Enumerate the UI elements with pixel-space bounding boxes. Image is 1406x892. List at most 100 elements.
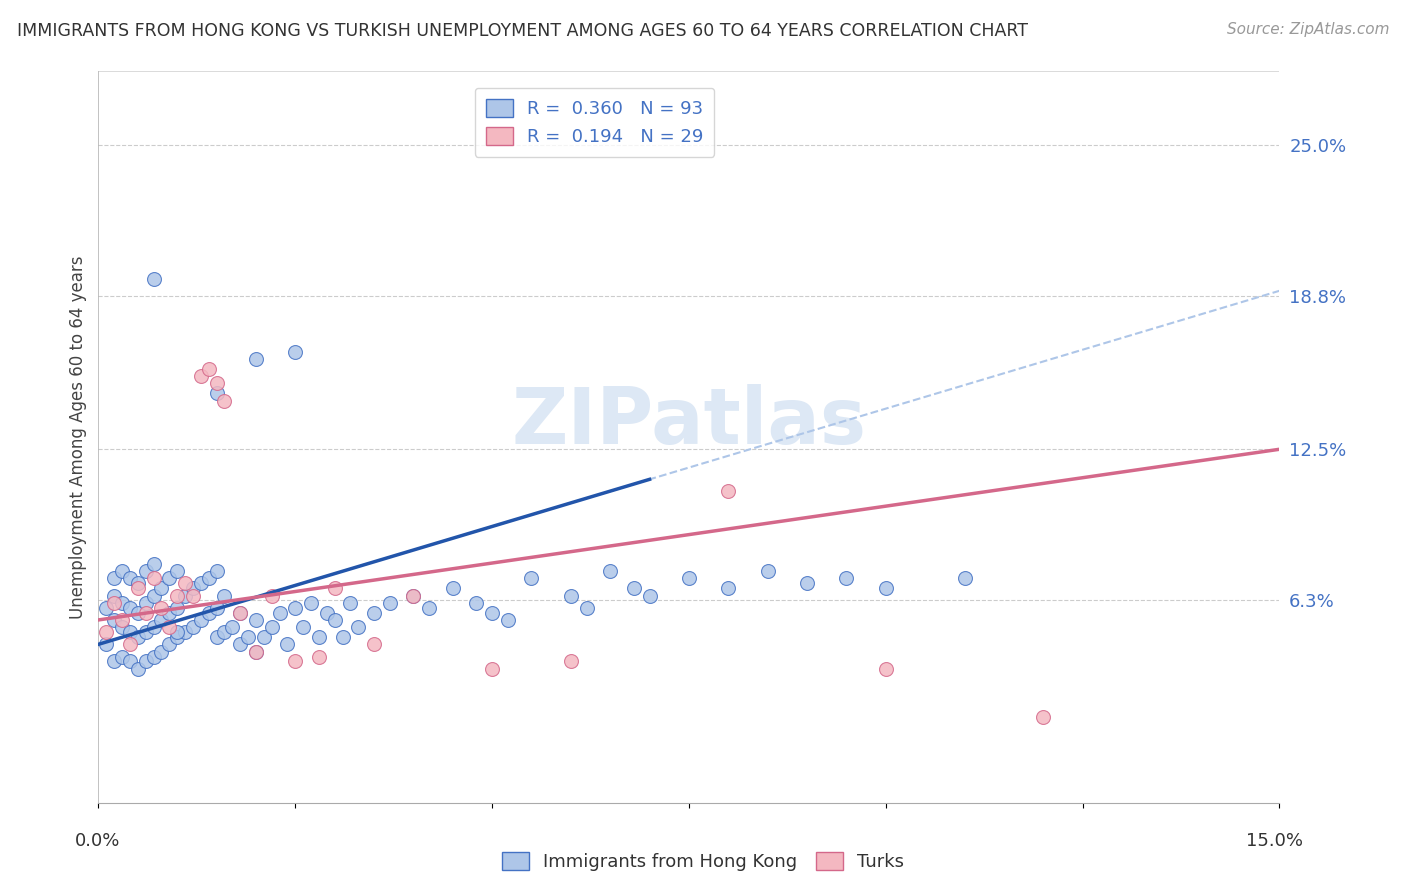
Point [157,606,180,620]
Point [269,606,291,620]
Point [260,589,283,603]
Point [402,589,425,603]
Point [214,589,236,603]
Point [142,589,165,603]
Point [181,581,204,595]
Point [245,645,267,659]
Point [127,630,149,644]
Point [205,630,228,644]
Y-axis label: Unemployment Among Ages 60 to 64 years: Unemployment Among Ages 60 to 64 years [69,255,87,619]
Text: IMMIGRANTS FROM HONG KONG VS TURKISH UNEMPLOYMENT AMONG AGES 60 TO 64 YEARS CORR: IMMIGRANTS FROM HONG KONG VS TURKISH UNE… [17,22,1028,40]
Point [575,600,598,615]
Text: Source: ZipAtlas.com: Source: ZipAtlas.com [1226,22,1389,37]
Point [135,625,157,640]
Point [205,376,228,391]
Point [197,361,219,376]
Point [127,581,149,595]
Point [197,572,219,586]
Point [245,352,267,367]
Point [142,557,165,571]
Point [111,564,134,578]
Point [157,620,180,634]
Point [174,625,197,640]
Point [441,581,464,595]
Point [378,596,401,610]
Point [236,630,259,644]
Point [315,606,337,620]
Point [953,572,976,586]
Point [150,600,173,615]
Point [245,613,267,627]
Point [150,581,173,595]
Point [284,654,307,668]
Point [481,662,503,676]
Point [481,606,503,620]
Point [332,630,354,644]
Point [260,620,283,634]
Point [205,386,228,401]
Text: 15.0%: 15.0% [1246,832,1303,850]
Point [118,637,141,651]
Point [197,606,219,620]
Point [276,637,298,651]
Point [190,576,212,591]
Point [599,564,621,578]
Point [835,572,858,586]
Point [118,654,141,668]
Point [103,613,125,627]
Point [135,564,157,578]
Point [205,600,228,615]
Point [347,620,370,634]
Text: ZIPatlas: ZIPatlas [512,384,866,460]
Point [623,581,645,595]
Point [142,649,165,664]
Point [166,625,188,640]
Point [717,581,740,595]
Point [205,564,228,578]
Point [96,637,118,651]
Point [284,600,307,615]
Point [496,613,519,627]
Point [142,271,165,285]
Point [299,596,322,610]
Point [135,606,157,620]
Point [520,572,543,586]
Point [103,589,125,603]
Point [190,369,212,384]
Point [150,645,173,659]
Point [103,572,125,586]
Point [560,589,582,603]
Point [166,600,188,615]
Point [308,630,330,644]
Point [111,620,134,634]
Point [103,654,125,668]
Point [127,576,149,591]
Point [118,600,141,615]
Point [363,606,385,620]
Point [229,606,252,620]
Point [875,581,897,595]
Point [284,344,307,359]
Point [465,596,488,610]
Point [157,572,180,586]
Point [111,613,134,627]
Point [118,625,141,640]
Point [363,637,385,651]
Point [245,645,267,659]
Point [292,620,315,634]
Point [756,564,779,578]
Point [323,613,346,627]
Point [402,589,425,603]
Text: 0.0%: 0.0% [75,832,120,850]
Point [339,596,361,610]
Point [150,613,173,627]
Point [214,625,236,640]
Point [96,600,118,615]
Point [111,596,134,610]
Point [135,654,157,668]
Point [174,576,197,591]
Point [253,630,276,644]
Point [174,589,197,603]
Point [166,589,188,603]
Point [142,572,165,586]
